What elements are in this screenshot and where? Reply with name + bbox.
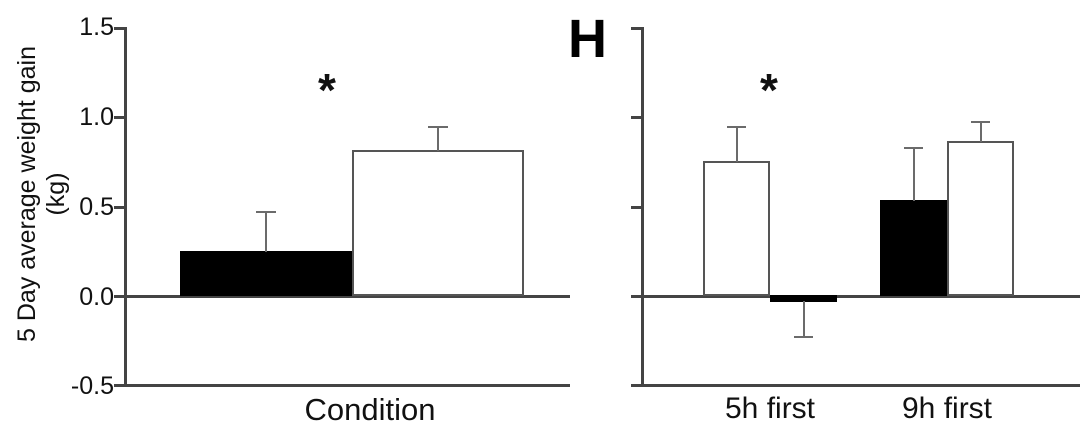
x-category-label-5h-first: 5h first [724, 392, 816, 425]
x-axis-bottom-line [124, 384, 570, 387]
panel-letter-h: H [568, 9, 607, 69]
y-tick-mark-right-1-0 [631, 116, 642, 119]
significance-asterisk-left: * [318, 64, 336, 116]
y-tick-mark-neg-0-5 [114, 384, 125, 387]
y-tick-label-neg-0-5: -0.5 [70, 372, 114, 400]
y-tick-label-0-0: 0.0 [79, 283, 114, 311]
y-tick-mark-right-0-5 [631, 206, 642, 209]
x-axis-title: Condition [304, 392, 436, 427]
bar-9h-first-white [947, 141, 1014, 296]
y-axis-spine-right [641, 27, 644, 387]
bar-5h-first-white [703, 161, 770, 296]
errorbar-line-condition-black [265, 211, 267, 252]
y-tick-mark-right-0-0 [631, 295, 642, 298]
y-tick-label-0-5: 0.5 [79, 193, 114, 221]
y-tick-mark-1-0 [114, 116, 125, 119]
y-tick-label-1-5: 1.5 [79, 13, 114, 41]
errorbar-cap-9h-first-black [904, 147, 923, 149]
right-chart-panel: H * 5h first 9h fi [540, 0, 1080, 441]
errorbar-cap-5h-first-white [727, 126, 746, 128]
y-tick-mark-right-1-5 [631, 27, 642, 30]
errorbar-line-9h-first-black [913, 147, 915, 201]
y-tick-mark-0-0 [114, 295, 125, 298]
errorbar-line-5h-first-white [736, 126, 738, 162]
y-tick-label-1-0: 1.0 [79, 103, 114, 131]
y-tick-mark-1-5 [114, 27, 125, 30]
errorbar-cap-condition-black [256, 211, 276, 213]
x-axis-bottom-line-right [641, 384, 1080, 387]
x-category-label-9h-first: 9h first [901, 392, 993, 425]
left-chart-panel: 5 Day average weight gain (kg) 1.5 1.0 0… [13, 13, 570, 427]
zero-baseline [124, 295, 570, 298]
errorbar-cap-5h-first-black [794, 336, 813, 338]
y-tick-mark-0-5 [114, 206, 125, 209]
significance-asterisk-right: * [760, 64, 778, 116]
bar-9h-first-black [880, 200, 947, 296]
errorbar-line-condition-white [437, 126, 439, 151]
y-tick-mark-right-neg-0-5 [631, 384, 642, 387]
errorbar-cap-9h-first-white [971, 121, 990, 123]
zero-baseline-right [641, 295, 1080, 298]
bar-condition-white [352, 150, 524, 296]
errorbar-line-9h-first-white [980, 121, 982, 142]
errorbar-cap-condition-white [428, 126, 448, 128]
bar-condition-black [180, 251, 352, 296]
errorbar-line-5h-first-black [803, 301, 805, 337]
y-axis-spine [124, 27, 127, 387]
